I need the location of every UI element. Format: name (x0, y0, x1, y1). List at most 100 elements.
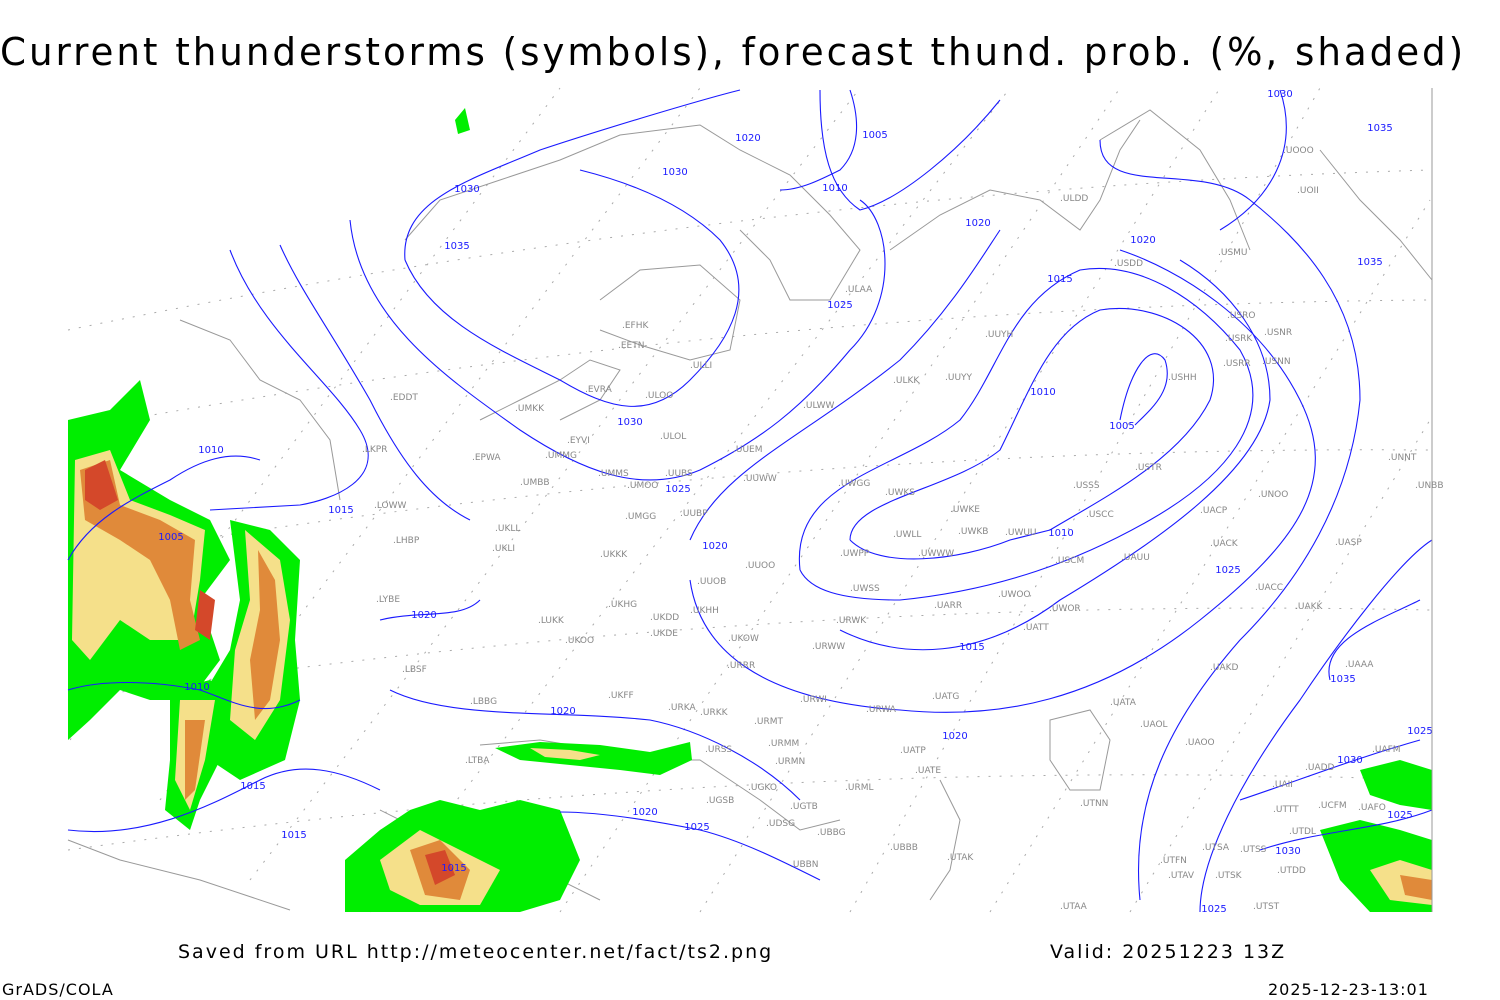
station-label: .UTFN (1160, 856, 1187, 866)
station-label: .UGKO (748, 783, 777, 793)
source-url-text: Saved from URL http://meteocenter.net/fa… (178, 941, 774, 963)
station-label: .UCFM (1318, 801, 1347, 811)
station-label: .EPWA (472, 453, 501, 463)
probability-area-prob-high (1400, 875, 1432, 900)
station-label: .UBBN (790, 860, 819, 870)
coastline (1319, 149, 1433, 281)
station-label: .UGSB (706, 796, 734, 806)
isobar-line (798, 268, 1254, 601)
station-label: .USNN (1262, 357, 1291, 367)
station-label: .UAAA (1345, 660, 1374, 670)
isobar-label: 1010 (198, 445, 223, 456)
station-label: .UMGG (625, 512, 656, 522)
probability-area-prob-max (85, 460, 118, 510)
station-label: .UARR (934, 601, 962, 611)
isobar-line (67, 768, 381, 833)
station-label: .UKKK (600, 550, 628, 560)
isobar-label: 1015 (959, 642, 984, 653)
station-label: .UKOO (565, 636, 594, 646)
station-label: .UAUU (1121, 553, 1150, 563)
station-label: .ULWW (803, 401, 835, 411)
isobar-line (849, 308, 1214, 560)
station-label: .URWW (812, 642, 845, 652)
station-label: .UUOO (745, 561, 775, 571)
station-label: .UWOO (998, 590, 1031, 600)
station-label: .URWI (800, 695, 827, 705)
station-label: .UUOB (697, 577, 726, 587)
isobar-label: 1025 (1215, 565, 1240, 576)
isobar-label: 1010 (822, 183, 847, 194)
isobar-label: 1035 (1357, 257, 1382, 268)
isobar-line (689, 249, 1316, 713)
station-label: .UADD (1305, 763, 1335, 773)
station-label: .UAII (1272, 780, 1293, 790)
isobar-label: 1030 (1267, 89, 1292, 100)
station-label: .URSS (705, 745, 732, 755)
station-label: .UTDL (1289, 827, 1316, 837)
isobar-line (1119, 353, 1168, 426)
station-label: .URMM (768, 739, 799, 749)
station-label: .UWWW (918, 549, 954, 559)
station-label: .UKDE (650, 629, 678, 639)
station-label: .EETN (618, 341, 644, 351)
meridian-line (249, 87, 861, 881)
station-label: .USRK (1225, 334, 1253, 344)
isobar-label: 1015 (1047, 274, 1072, 285)
station-label: .UUBS (665, 469, 693, 479)
station-label: .UMMG (545, 451, 577, 461)
station-label: .URKA (668, 703, 696, 713)
station-label: .UTNN (1080, 799, 1108, 809)
isobar-label: 1010 (1048, 528, 1073, 539)
isobar-label: 1035 (1367, 123, 1392, 134)
isobar-line (389, 689, 801, 801)
station-label: .LOWW (374, 501, 407, 511)
station-label: .LBBG (470, 697, 497, 707)
isobar-label: 1025 (1407, 726, 1432, 737)
station-label: .UNBB (1415, 481, 1444, 491)
station-label: .ULOL (660, 432, 686, 442)
station-label: .UTTT (1273, 805, 1299, 815)
station-label: .LYBE (376, 595, 400, 605)
isobar-label: 1015 (240, 781, 265, 792)
isobar-label: 1020 (942, 731, 967, 742)
isobar-label: 1010 (184, 682, 209, 693)
isobar-line (839, 259, 1271, 651)
station-label: .LUKK (538, 616, 565, 626)
graticule (67, 87, 1431, 913)
station-label: .URWK (836, 616, 867, 626)
isobar-label: 1020 (550, 706, 575, 717)
station-label: .UKLL (495, 524, 520, 534)
station-label: .UWLL (893, 530, 921, 540)
probability-area-prob-low (495, 742, 692, 775)
station-label: .UTSA (1202, 843, 1230, 853)
station-label: .LKPR (362, 445, 387, 455)
isobar-label: 1025 (665, 484, 690, 495)
coastline (179, 319, 341, 501)
station-label: .USSS (1073, 481, 1100, 491)
isobar-label: 1015 (281, 830, 306, 841)
station-labels: .ULAA .EFHK .EETN .EVRA .ULOO .ULLI .UMKK .EDDT… (362, 146, 1444, 912)
isobar-label: 1030 (617, 417, 642, 428)
valid-time: Valid: 20251223 13Z (1050, 941, 1287, 963)
station-label: .ULDD (1060, 194, 1088, 204)
isobar-line (1099, 139, 1361, 901)
meridian-line (849, 87, 1321, 913)
station-label: .UWPP (840, 549, 870, 559)
thunderstorm-probability-shading (68, 108, 1432, 912)
station-label: .URMN (775, 757, 805, 767)
station-label: .USMU (1218, 248, 1248, 258)
station-label: .LBSF (402, 665, 427, 675)
isobar-line (1328, 599, 1421, 681)
station-label: .UTDD (1277, 866, 1306, 876)
isobar-line (819, 89, 1001, 211)
station-label: .UTSS (1240, 845, 1267, 855)
probability-area-prob-high (185, 720, 205, 800)
station-label: .UWSS (850, 584, 880, 594)
station-label: .UUYY (945, 373, 973, 383)
station-label: .UWKS (885, 488, 915, 498)
station-label: .UATT (1023, 623, 1049, 633)
station-label: .USDD (1114, 259, 1143, 269)
isobar-label: 1020 (632, 807, 657, 818)
isobar-label: 1005 (158, 532, 183, 543)
